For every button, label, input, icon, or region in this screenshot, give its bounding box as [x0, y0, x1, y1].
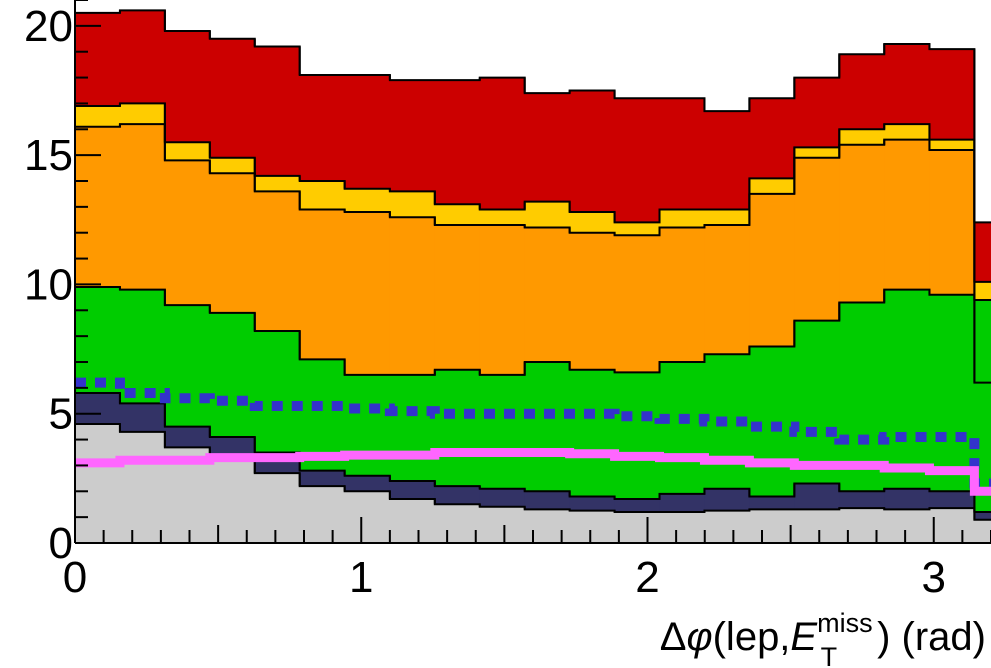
x-axis-title: Δφ(lep,Emiss T) (rad): [660, 608, 986, 668]
stack-outline-layer1: [75, 392, 991, 513]
y-tick-label: 15: [24, 131, 73, 180]
bar-layer0-bin1: [119, 431, 166, 543]
bar-layer0-bin10: [524, 509, 571, 543]
bar-layer0-bin16: [794, 509, 840, 543]
bar-layer0-bin17: [839, 508, 885, 543]
bar-layer0-bin12: [614, 511, 661, 543]
x-tick-label: 3: [922, 553, 946, 602]
y-tick-label: 0: [49, 519, 73, 568]
tick-labels: 0 5 10 15 20 0 1 2 3: [24, 2, 946, 602]
bar-layer0-bin20: [974, 519, 991, 543]
overlay-lines: [75, 377, 991, 496]
bar-layer0-bin7: [389, 499, 436, 543]
stacked-histogram-bars: [75, 9, 991, 544]
axes: [74, 0, 991, 544]
bar-layer0-bin5: [299, 486, 346, 543]
bar-layer0-bin9: [479, 506, 526, 543]
bar-layer0-bin11: [569, 510, 616, 543]
x-tick-label: 0: [63, 553, 87, 602]
bar-layer0-bin6: [344, 491, 391, 543]
bar-layer0-bin13: [659, 511, 705, 543]
y-tick-label: 20: [24, 2, 73, 51]
bar-layer0-bin14: [704, 510, 750, 543]
bar-layer2-bin20: [974, 299, 991, 543]
bar-layer0-bin8: [434, 504, 481, 543]
bar-layer0-bin19: [929, 508, 975, 543]
bar-layer0-bin0: [75, 424, 121, 543]
bar-layer0-bin15: [749, 509, 795, 543]
y-tick-label: 10: [24, 260, 73, 309]
bar-layer0-bin3: [209, 460, 256, 543]
overlay-line-solid: [75, 448, 991, 496]
y-tick-label: 5: [49, 390, 73, 439]
x-tick-label: 2: [635, 553, 659, 602]
bar-layer0-bin18: [884, 509, 930, 543]
overlay-line-dotted: [75, 377, 991, 489]
bar-layer0-bin4: [254, 473, 301, 543]
x-tick-label: 1: [349, 553, 373, 602]
